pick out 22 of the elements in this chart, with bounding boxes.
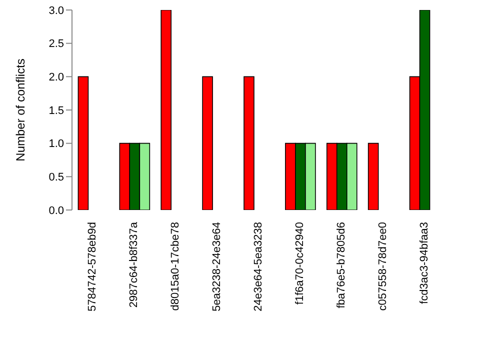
x-tick-label: c057558-78d7ee0 bbox=[376, 222, 389, 311]
bar bbox=[202, 76, 213, 210]
y-tick-label: 2.5 bbox=[48, 38, 64, 50]
x-tick-label: fba76e5-b7805d6 bbox=[335, 222, 348, 308]
x-tick-label: f1f6a70-0c42940 bbox=[294, 222, 306, 305]
y-tick-label: 0.0 bbox=[48, 204, 64, 217]
bar bbox=[78, 76, 89, 210]
y-axis-title: Number of conflicts bbox=[13, 58, 28, 162]
x-tick-label: 5ea3238-24e3e64 bbox=[211, 222, 224, 312]
y-tick-label: 3.0 bbox=[48, 4, 64, 17]
x-tick-label: 24e3e64-5ea3238 bbox=[252, 222, 264, 312]
y-tick-label: 0.5 bbox=[48, 172, 64, 184]
y-tick-label: 2.0 bbox=[48, 72, 64, 84]
y-tick-label: 1.0 bbox=[48, 138, 64, 150]
x-tick-label: 2987c64-b8f337a bbox=[128, 221, 140, 308]
x-tick-label: 5784742-578eb9d bbox=[86, 222, 99, 312]
y-tick-label: 1.5 bbox=[48, 104, 64, 117]
bar bbox=[160, 10, 172, 210]
bar bbox=[244, 76, 254, 210]
x-tick-label: d8015a0-17cbe78 bbox=[170, 222, 182, 311]
bar bbox=[368, 142, 379, 210]
x-tick-label: fcd3ac3-94bfaa3 bbox=[418, 222, 430, 304]
